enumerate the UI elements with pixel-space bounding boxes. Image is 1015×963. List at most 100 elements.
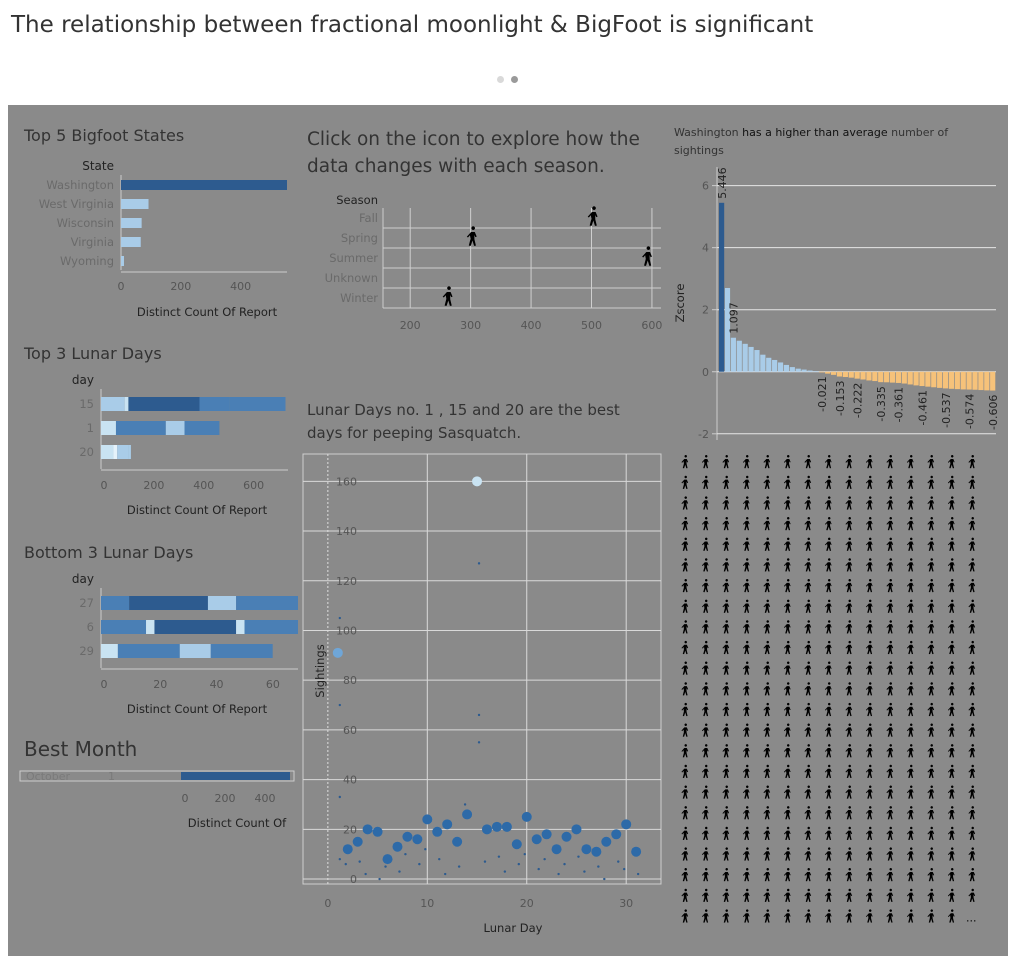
scatter-x-tick: 20: [520, 897, 534, 910]
bigfoot-icon: [701, 475, 709, 489]
bigfoot-icon: [681, 496, 689, 510]
bottom3-x-tick: 60: [266, 678, 280, 691]
scatter-y-tick: 100: [336, 624, 357, 637]
bigfoot-icon: [968, 496, 976, 510]
scatter-small-point: [404, 852, 407, 856]
bigfoot-icon: [763, 455, 771, 469]
season-category-label: Spring: [341, 231, 378, 245]
best-month-x-tick: 400: [255, 792, 276, 805]
bottom3-bar-segment: [146, 620, 155, 634]
top3-bar-segment: [128, 397, 200, 411]
bigfoot-icon: [722, 516, 730, 531]
pager-dot-1[interactable]: [497, 76, 504, 83]
bigfoot-icon: [906, 785, 914, 799]
bigfoot-icon: [886, 702, 894, 717]
bottom3-bar-segment: [207, 596, 237, 610]
bigfoot-icon: [804, 723, 812, 737]
zscore-data-label: -0.574: [963, 394, 976, 429]
bigfoot-icon: [906, 578, 914, 593]
zscore-chart[interactable]: -2 0 2 4 6 Zscore 5.446 1.097 -0.021 -0.153 -0.222…: [8, 105, 1008, 465]
pager-dot-2[interactable]: [511, 76, 519, 83]
bigfoot-icon: [906, 868, 914, 882]
bigfoot-icon: [783, 909, 791, 923]
bigfoot-icon: [722, 744, 730, 758]
top5-title: Top 5 Bigfoot States: [24, 126, 185, 145]
bigfoot-icon: [742, 516, 750, 531]
bigfoot-icon: [681, 826, 689, 841]
bigfoot-icon: [886, 909, 894, 923]
bigfoot-icon: [804, 455, 812, 469]
lunar-note: Lunar Days no. 1 , 15 and 20 are the bes…: [307, 401, 620, 442]
bigfoot-icon: [947, 578, 955, 593]
bigfoot-icon: [742, 785, 750, 799]
bigfoot-icon: [947, 516, 955, 531]
bottom3-lunar-chart[interactable]: day 27 6 29 0 20 40 60 Distinct Count Of Report: [8, 105, 308, 716]
dashboard-pager[interactable]: [497, 68, 520, 87]
bigfoot-icon: [742, 640, 750, 655]
bigfoot-icon: [886, 537, 894, 551]
bigfoot-icon: [906, 847, 914, 861]
bigfoot-icon: [968, 537, 976, 551]
bigfoot-icon: [927, 826, 935, 841]
scatter-x-tick: 10: [420, 897, 434, 910]
bigfoot-icon: [722, 826, 730, 841]
scatter-point: [372, 826, 383, 837]
bigfoot-icon: [701, 806, 709, 820]
bigfoot-icon: [742, 682, 750, 696]
zscore-y-tick: 6: [702, 180, 709, 193]
bigfoot-icon: [906, 599, 914, 613]
zscore-note: Washington has a higher than average num…: [674, 124, 974, 160]
season-x-tick: 500: [581, 319, 602, 332]
bigfoot-icon: [466, 226, 477, 246]
top5-category-label: Washington: [46, 178, 114, 192]
bigfoot-icon: [642, 246, 652, 266]
bigfoot-icon: [722, 558, 730, 572]
zscore-bar: [866, 371, 872, 381]
bigfoot-icon: [845, 888, 853, 902]
bottom3-category-label: 6: [87, 620, 94, 634]
top3-bar-segment: [165, 421, 185, 435]
bigfoot-icon: [865, 599, 873, 613]
zscore-data-label: -0.361: [893, 387, 906, 422]
bigfoot-icon: [742, 455, 750, 469]
bigfoot-icon: [927, 496, 935, 510]
scatter-point: [551, 844, 562, 855]
best-month-x-tick: 200: [215, 792, 236, 805]
zscore-bar: [966, 371, 972, 390]
bigfoot-icon: [783, 620, 791, 634]
top5-states-chart[interactable]: State Washington West Virginia Wisconsin Vir…: [8, 105, 308, 325]
scatter-small-point: [622, 867, 626, 871]
bigfoot-icon: [947, 661, 955, 675]
bigfoot-icon: [968, 868, 976, 882]
bottom3-category-header: day: [72, 572, 94, 586]
bigfoot-icon: [886, 847, 894, 861]
bigfoot-icon: [701, 455, 709, 469]
bigfoot-icon: [742, 888, 750, 902]
scatter-x-tick: 0: [324, 897, 331, 910]
scatter-small-point: [384, 865, 387, 868]
bigfoot-icon: [783, 744, 791, 758]
scatter-point: [601, 836, 612, 847]
bigfoot-icon: [722, 475, 730, 489]
bottom3-x-label: Distinct Count Of Report: [127, 702, 268, 716]
season-chart[interactable]: Season Fall Spring Summer Unknown Winter 200 30…: [8, 105, 688, 365]
bigfoot-icon: [927, 868, 935, 882]
bigfoot-icon: [722, 847, 730, 861]
scatter-small-point: [537, 867, 540, 871]
bigfoot-icon: [742, 909, 750, 923]
bigfoot-icon: [845, 516, 853, 531]
bigfoot-icon: [845, 785, 853, 799]
zscore-bar: [948, 371, 955, 389]
bigfoot-icon: [722, 888, 730, 902]
bottom3-title: Bottom 3 Lunar Days: [24, 543, 194, 562]
bigfoot-icon: [763, 826, 771, 841]
zscore-bar: [872, 371, 878, 382]
bigfoot-icon: [763, 723, 771, 737]
bigfoot-icon: [947, 785, 955, 799]
bigfoot-icon: [845, 806, 853, 820]
zscore-bar: [801, 369, 807, 372]
scatter-point: [481, 824, 492, 835]
